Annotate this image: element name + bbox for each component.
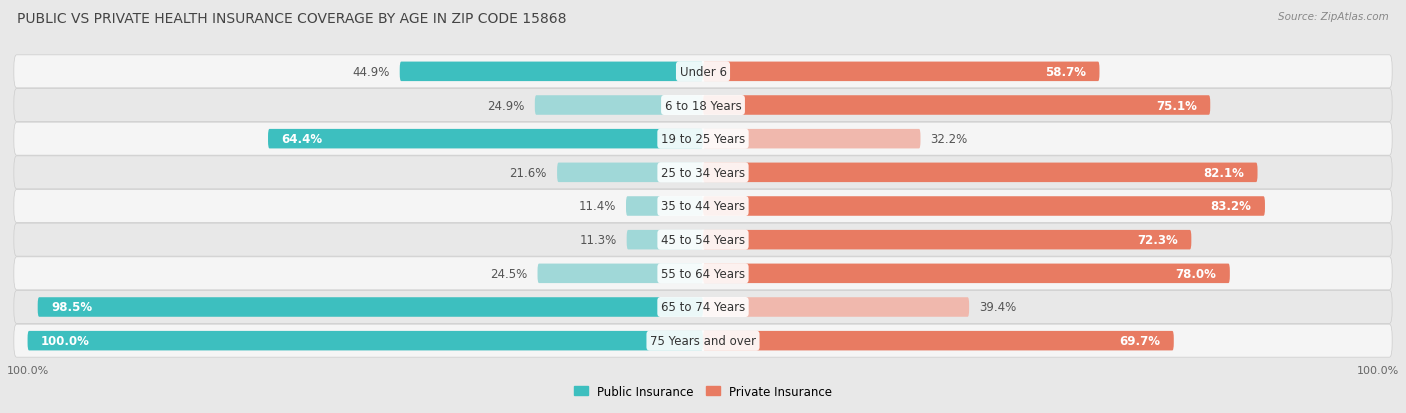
FancyBboxPatch shape	[269, 130, 703, 149]
Text: 98.5%: 98.5%	[51, 301, 93, 314]
Text: 78.0%: 78.0%	[1175, 267, 1216, 280]
FancyBboxPatch shape	[399, 62, 703, 82]
FancyBboxPatch shape	[703, 130, 921, 149]
Text: 82.1%: 82.1%	[1204, 166, 1244, 179]
Text: 21.6%: 21.6%	[509, 166, 547, 179]
Text: 11.4%: 11.4%	[578, 200, 616, 213]
Text: 44.9%: 44.9%	[353, 66, 389, 78]
FancyBboxPatch shape	[14, 257, 1392, 290]
FancyBboxPatch shape	[28, 331, 703, 351]
Text: 64.4%: 64.4%	[281, 133, 322, 146]
Text: 35 to 44 Years: 35 to 44 Years	[661, 200, 745, 213]
Text: 39.4%: 39.4%	[979, 301, 1017, 314]
FancyBboxPatch shape	[703, 331, 1174, 351]
Text: 58.7%: 58.7%	[1045, 66, 1085, 78]
Text: 32.2%: 32.2%	[931, 133, 967, 146]
FancyBboxPatch shape	[14, 324, 1392, 357]
Text: 75.1%: 75.1%	[1156, 99, 1197, 112]
Text: PUBLIC VS PRIVATE HEALTH INSURANCE COVERAGE BY AGE IN ZIP CODE 15868: PUBLIC VS PRIVATE HEALTH INSURANCE COVER…	[17, 12, 567, 26]
FancyBboxPatch shape	[703, 62, 1099, 82]
Text: 6 to 18 Years: 6 to 18 Years	[665, 99, 741, 112]
FancyBboxPatch shape	[14, 56, 1392, 89]
FancyBboxPatch shape	[14, 123, 1392, 156]
Text: 100.0%: 100.0%	[41, 335, 90, 347]
Text: 24.5%: 24.5%	[491, 267, 527, 280]
FancyBboxPatch shape	[14, 291, 1392, 324]
FancyBboxPatch shape	[703, 297, 969, 317]
Text: 11.3%: 11.3%	[579, 234, 617, 247]
Text: 69.7%: 69.7%	[1119, 335, 1160, 347]
Text: 72.3%: 72.3%	[1137, 234, 1178, 247]
Text: Source: ZipAtlas.com: Source: ZipAtlas.com	[1278, 12, 1389, 22]
FancyBboxPatch shape	[626, 197, 703, 216]
FancyBboxPatch shape	[537, 264, 703, 283]
FancyBboxPatch shape	[38, 297, 703, 317]
FancyBboxPatch shape	[703, 163, 1257, 183]
Legend: Public Insurance, Private Insurance: Public Insurance, Private Insurance	[569, 380, 837, 402]
Text: 25 to 34 Years: 25 to 34 Years	[661, 166, 745, 179]
Text: 83.2%: 83.2%	[1211, 200, 1251, 213]
FancyBboxPatch shape	[557, 163, 703, 183]
Text: 65 to 74 Years: 65 to 74 Years	[661, 301, 745, 314]
FancyBboxPatch shape	[703, 264, 1230, 283]
Text: 55 to 64 Years: 55 to 64 Years	[661, 267, 745, 280]
FancyBboxPatch shape	[14, 89, 1392, 122]
FancyBboxPatch shape	[14, 190, 1392, 223]
FancyBboxPatch shape	[703, 230, 1191, 250]
FancyBboxPatch shape	[14, 157, 1392, 190]
FancyBboxPatch shape	[703, 197, 1265, 216]
Text: 19 to 25 Years: 19 to 25 Years	[661, 133, 745, 146]
FancyBboxPatch shape	[627, 230, 703, 250]
FancyBboxPatch shape	[703, 96, 1211, 116]
Text: 45 to 54 Years: 45 to 54 Years	[661, 234, 745, 247]
Text: 75 Years and over: 75 Years and over	[650, 335, 756, 347]
FancyBboxPatch shape	[14, 223, 1392, 256]
FancyBboxPatch shape	[534, 96, 703, 116]
Text: Under 6: Under 6	[679, 66, 727, 78]
Text: 24.9%: 24.9%	[488, 99, 524, 112]
